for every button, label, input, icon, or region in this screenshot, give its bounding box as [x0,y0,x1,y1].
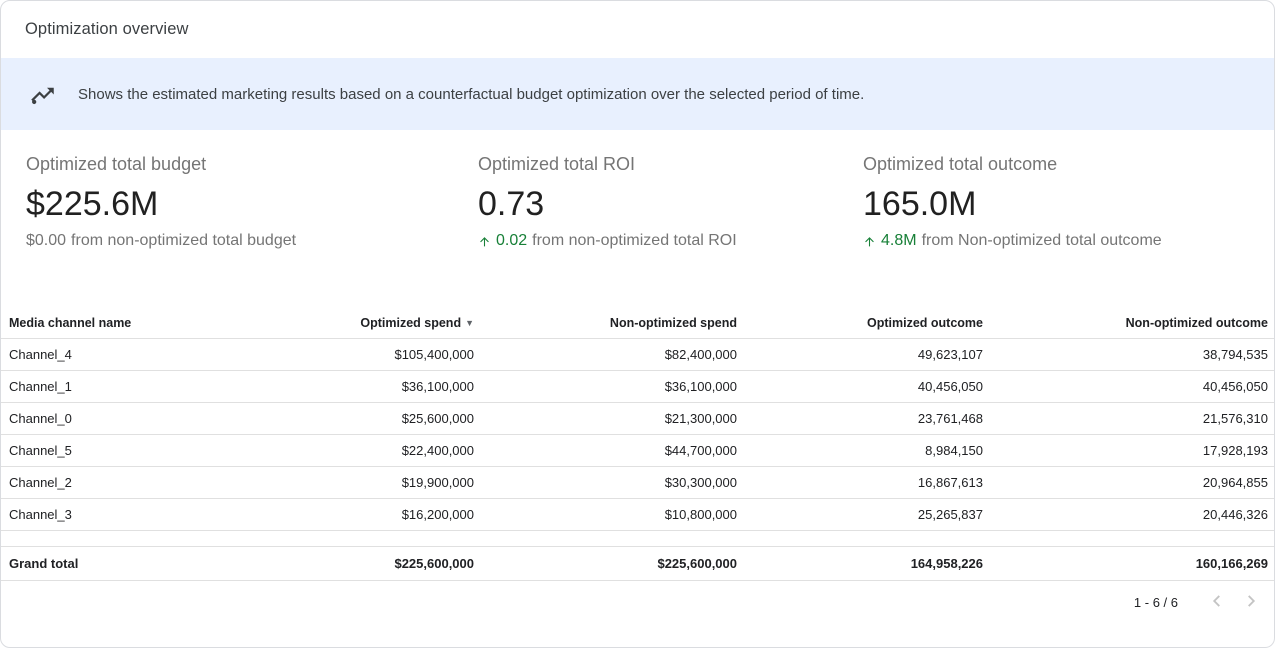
channel-name-cell: Channel_0 [1,402,201,435]
value-cell: 21,576,310 [991,402,1274,435]
chevron-right-icon [1240,590,1262,615]
value-cell: 49,623,107 [745,338,991,371]
next-page-button[interactable] [1234,587,1268,619]
value-cell: 20,446,326 [991,498,1274,531]
value-cell: $44,700,000 [482,434,745,467]
kpi-card-optimized-budget: Optimized total budget $225.6M $0.00 fro… [26,152,478,252]
channel-name-cell: Channel_5 [1,434,201,467]
kpi-card-optimized-roi: Optimized total ROI 0.73 0.02 from non-o… [478,152,863,252]
kpi-value: $225.6M [26,185,159,223]
value-cell: $30,300,000 [482,466,745,499]
value-cell: 20,964,855 [991,466,1274,499]
value-cell: $25,600,000 [201,402,482,435]
title-bar: Optimization overview [1,1,1274,58]
value-cell: $82,400,000 [482,338,745,371]
value-cell: $36,100,000 [482,370,745,403]
value-cell: 40,456,050 [745,370,991,403]
value-cell: 8,984,150 [745,434,991,467]
pagination-range: 1 - 6 / 6 [1133,595,1178,610]
kpi-value: 0.73 [478,185,545,223]
value-cell: 23,761,468 [745,402,991,435]
kpi-delta-text: from non-optimized total ROI [532,232,737,249]
kpi-delta-text: from Non-optimized total outcome [921,232,1162,249]
table-row: Channel_3 $16,200,000 $10,800,000 25,265,83… [1,498,1274,531]
table-body: Channel_4 $105,400,000 $82,400,000 49,623,1… [1,338,1274,531]
grand-total-cell: 160,166,269 [991,545,1274,581]
value-cell: 40,456,050 [991,370,1274,403]
pagination: 1 - 6 / 6 [1,581,1274,619]
kpi-label: Optimized total ROI [478,154,636,174]
col-header-optimized-outcome[interactable]: Optimized outcome [745,308,991,339]
sort-desc-icon: ▼ [465,317,474,328]
channel-name-cell: Channel_1 [1,370,201,403]
value-cell: $10,800,000 [482,498,745,531]
table-row: Channel_5 $22,400,000 $44,700,000 8,984,150… [1,434,1274,467]
table-row: Channel_2 $19,900,000 $30,300,000 16,867,61… [1,466,1274,499]
kpi-value: 165.0M [863,185,977,223]
page-title: Optimization overview [25,20,189,38]
table-header-row: Media channel name Optimized spend ▼ Non-… [1,308,1274,339]
table-spacer-row [1,530,1274,546]
kpi-row: Optimized total budget $225.6M $0.00 fro… [1,130,1274,252]
chevron-left-icon [1206,590,1228,615]
value-cell: $22,400,000 [201,434,482,467]
table-row: Channel_0 $25,600,000 $21,300,000 23,761,46… [1,402,1274,435]
grand-total-cell: $225,600,000 [201,545,482,581]
value-cell: 25,265,837 [745,498,991,531]
banner-text: Shows the estimated marketing results ba… [78,85,865,103]
trending-up-icon [29,81,56,108]
grand-total-cell: $225,600,000 [482,545,745,581]
value-cell: $105,400,000 [201,338,482,371]
kpi-card-optimized-outcome: Optimized total outcome 165.0M 4.8M from… [863,152,1162,252]
value-cell: 17,928,193 [991,434,1274,467]
value-cell: 16,867,613 [745,466,991,499]
grand-total-label: Grand total [1,545,201,581]
arrow-up-icon [478,235,491,248]
col-header-non-optimized-spend[interactable]: Non-optimized spend [482,308,745,339]
kpi-delta: 4.8M from Non-optimized total outcome [863,230,1162,252]
value-cell: 38,794,535 [991,338,1274,371]
kpi-delta: $0.00 from non-optimized total budget [26,230,478,252]
value-cell: $19,900,000 [201,466,482,499]
grand-total-row: Grand total $225,600,000 $225,600,000 16… [1,545,1274,581]
col-header-optimized-spend[interactable]: Optimized spend ▼ [201,308,482,339]
kpi-delta-text: from non-optimized total budget [71,232,297,249]
table-row: Channel_4 $105,400,000 $82,400,000 49,623,1… [1,338,1274,371]
media-channel-table: Media channel name Optimized spend ▼ Non-… [1,308,1274,581]
kpi-delta-value: 4.8M [881,232,917,249]
kpi-delta-value: 0.02 [496,232,528,249]
kpi-label: Optimized total budget [26,154,207,174]
col-header-non-optimized-outcome[interactable]: Non-optimized outcome [991,308,1274,339]
table-row: Channel_1 $36,100,000 $36,100,000 40,456,05… [1,370,1274,403]
channel-name-cell: Channel_3 [1,498,201,531]
kpi-delta-value: $0.00 [26,232,67,249]
info-banner: Shows the estimated marketing results ba… [1,58,1274,130]
prev-page-button[interactable] [1200,587,1234,619]
channel-name-cell: Channel_4 [1,338,201,371]
grand-total-cell: 164,958,226 [745,545,991,581]
value-cell: $36,100,000 [201,370,482,403]
value-cell: $16,200,000 [201,498,482,531]
kpi-label: Optimized total outcome [863,154,1058,174]
arrow-up-icon [863,235,876,248]
value-cell: $21,300,000 [482,402,745,435]
channel-name-cell: Channel_2 [1,466,201,499]
kpi-delta: 0.02 from non-optimized total ROI [478,230,863,252]
col-header-media-channel-name[interactable]: Media channel name [1,308,201,339]
